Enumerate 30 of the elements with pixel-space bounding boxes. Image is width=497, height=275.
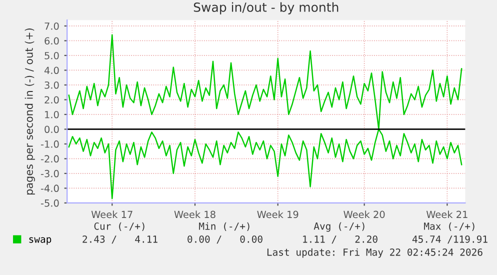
text: Max (-/+)	[424, 222, 474, 231]
legend-label: swap	[29, 237, 52, 245]
text: 45.74 /119.91	[412, 235, 488, 244]
y-tick-label: 4.0	[44, 66, 59, 74]
y-axis-title: pages per second in (-) / out (+)	[24, 28, 35, 195]
y-tick-label: -3.0	[40, 170, 59, 178]
x-tick-label: Week 19	[257, 210, 298, 218]
text: 0.00 / 0.00	[188, 235, 262, 244]
y-tick-label: 0.0	[44, 126, 59, 134]
y-tick-label: 2.0	[44, 96, 59, 104]
y-tick-label: 6.0	[44, 37, 59, 45]
y-tick-label: 7.0	[44, 22, 59, 30]
y-tick-label: 5.0	[44, 52, 59, 60]
y-tick-label: 1.0	[45, 110, 59, 118]
chart-title: Swap in/out - by month	[194, 2, 338, 14]
y-tick-label: -4.0	[40, 184, 59, 192]
text: 1.11 / 2.20	[303, 235, 378, 244]
y-tick-label: -2.0	[40, 155, 59, 163]
text: Min (-/+)	[199, 222, 250, 231]
x-tick-label: Week 18	[174, 210, 216, 218]
x-tick-label: Week 20	[344, 210, 385, 218]
text: Avg (-/+)	[314, 222, 364, 232]
text: 2.43 / 4.11	[82, 235, 158, 244]
x-tick-label: Week 21	[426, 210, 468, 218]
text: Last update: Fri May 22 02:45:24 2026	[267, 248, 482, 258]
text: Cur (-/+)	[94, 222, 144, 231]
x-tick-label: Week 17	[91, 210, 132, 218]
y-tick-label: -1.0	[40, 140, 59, 148]
y-tick-label: -5.0	[40, 199, 59, 207]
y-tick-label: 3.0	[44, 81, 59, 89]
